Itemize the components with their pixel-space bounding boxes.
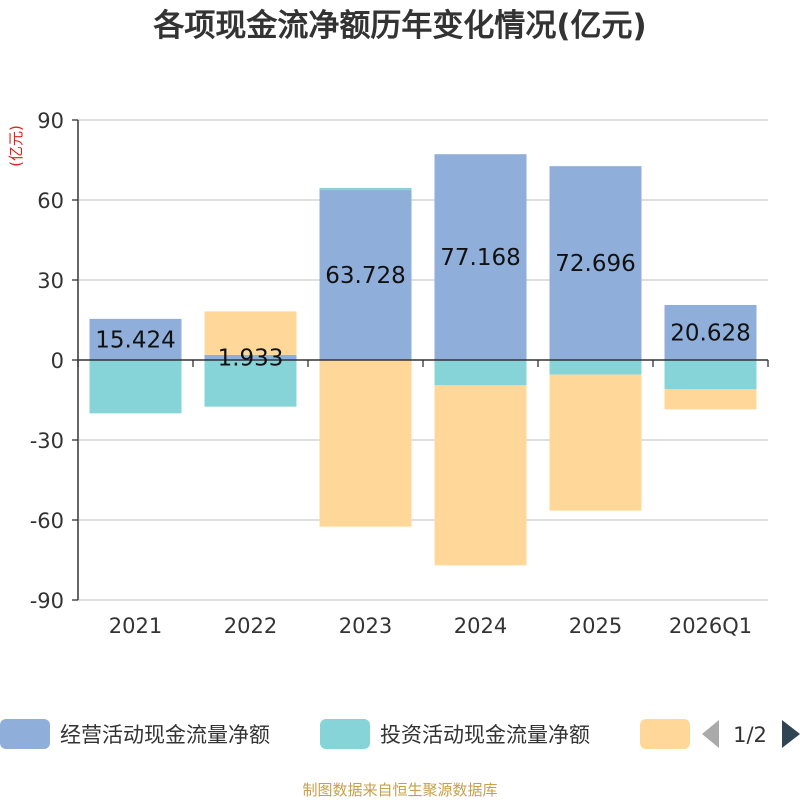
legend-swatch <box>0 719 50 749</box>
legend-prev-icon <box>702 720 719 748</box>
bar-segment <box>204 354 297 360</box>
y-tick-label: -90 <box>30 589 64 613</box>
axes <box>72 119 769 601</box>
legend-next-icon <box>782 720 800 748</box>
bar-segment <box>664 389 757 410</box>
y-tick-label: 60 <box>37 189 64 213</box>
y-tick-label: -30 <box>30 429 64 453</box>
bar-segment <box>434 360 527 386</box>
y-tick-label: 90 <box>37 109 64 133</box>
bar-value-label: 72.696 <box>555 251 635 277</box>
x-tick-label: 2025 <box>569 614 622 638</box>
source-note: 制图数据来自恒生聚源数据库 <box>302 781 497 799</box>
bar-segment <box>434 385 527 566</box>
y-tick-label: 30 <box>37 269 64 293</box>
y-axis-label: (亿元) <box>7 125 25 167</box>
bar-segment <box>664 304 757 360</box>
y-tick-label: -60 <box>30 509 64 533</box>
bar-segment <box>434 154 527 360</box>
bars <box>89 154 757 566</box>
bar-value-label: 63.728 <box>325 263 405 289</box>
legend-swatch <box>320 719 370 749</box>
legend-page-indicator: 1/2 <box>733 723 767 747</box>
x-tick-label: 2022 <box>224 614 277 638</box>
bar-segment <box>89 318 182 360</box>
grid-lines <box>78 119 768 601</box>
bar-value-label: 15.424 <box>95 327 175 353</box>
bar-segment <box>319 187 412 191</box>
bar-segment <box>89 360 182 414</box>
bar-segment <box>664 360 757 390</box>
bar-segment <box>319 190 412 360</box>
legend-label: 投资活动现金流量净额 <box>380 723 590 747</box>
data-labels: 15.424 1.933 63.728 77.168 72.696 20.628 <box>95 245 750 371</box>
bar-segment <box>204 360 297 407</box>
bar-segment <box>204 311 297 355</box>
x-tick-label: 2023 <box>339 614 392 638</box>
bar-value-label: 20.628 <box>670 320 750 346</box>
bar-segment <box>549 166 642 360</box>
bar-segment <box>549 374 642 511</box>
bar-segment <box>319 360 412 527</box>
bar-value-label: 77.168 <box>440 245 520 271</box>
legend: 经营活动现金流量净额 投资活动现金流量净额 1/2 <box>0 719 800 749</box>
bar-value-label: 1.933 <box>218 345 284 371</box>
x-tick-label: 2024 <box>454 614 507 638</box>
chart-title: 各项现金流净额历年变化情况(亿元) <box>152 8 646 44</box>
x-tick-label: 2021 <box>109 614 162 638</box>
y-tick-label: 0 <box>51 349 64 373</box>
x-tick-label: 2026Q1 <box>669 614 752 638</box>
bar-segment <box>549 360 642 375</box>
legend-label: 经营活动现金流量净额 <box>60 723 270 747</box>
legend-swatch <box>640 719 690 749</box>
tick-labels: 90 60 30 0 -30 -60 -90 2021 2022 2023 2024 2025 2026… <box>30 109 752 638</box>
